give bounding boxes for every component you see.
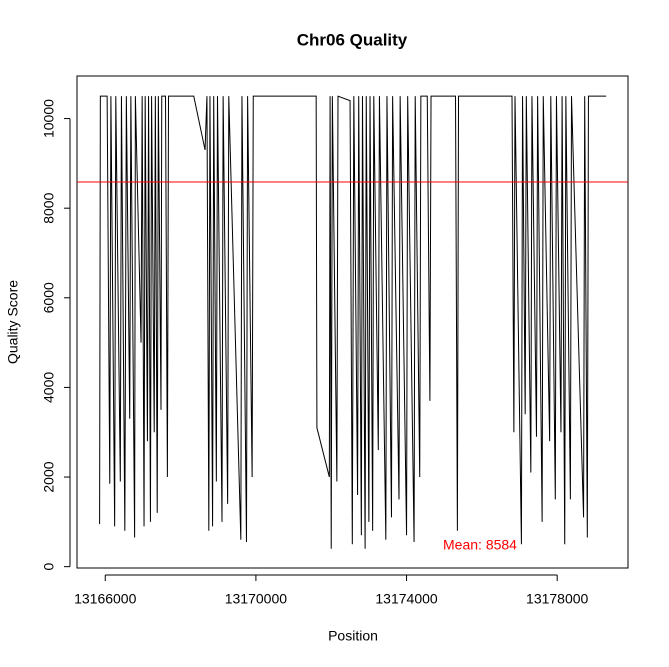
x-axis-label: Position xyxy=(328,628,378,644)
y-tick-label: 8000 xyxy=(41,192,57,223)
x-tick-label: 13174000 xyxy=(375,591,438,607)
chart-title: Chr06 Quality xyxy=(297,30,408,49)
x-tick-label: 13178000 xyxy=(526,591,589,607)
y-tick-label: 6000 xyxy=(41,282,57,313)
plot-box xyxy=(76,75,629,569)
x-tick-label: 13170000 xyxy=(225,591,288,607)
x-tick-label: 13166000 xyxy=(74,591,137,607)
data-line xyxy=(99,95,607,549)
y-tick-label: 2000 xyxy=(41,461,57,492)
y-tick-label: 4000 xyxy=(41,372,57,403)
mean-label: Mean: 8584 xyxy=(443,537,517,553)
y-tick-label: 10000 xyxy=(41,99,57,138)
y-axis-label: Quality Score xyxy=(5,280,21,364)
y-tick-label: 0 xyxy=(41,563,57,571)
